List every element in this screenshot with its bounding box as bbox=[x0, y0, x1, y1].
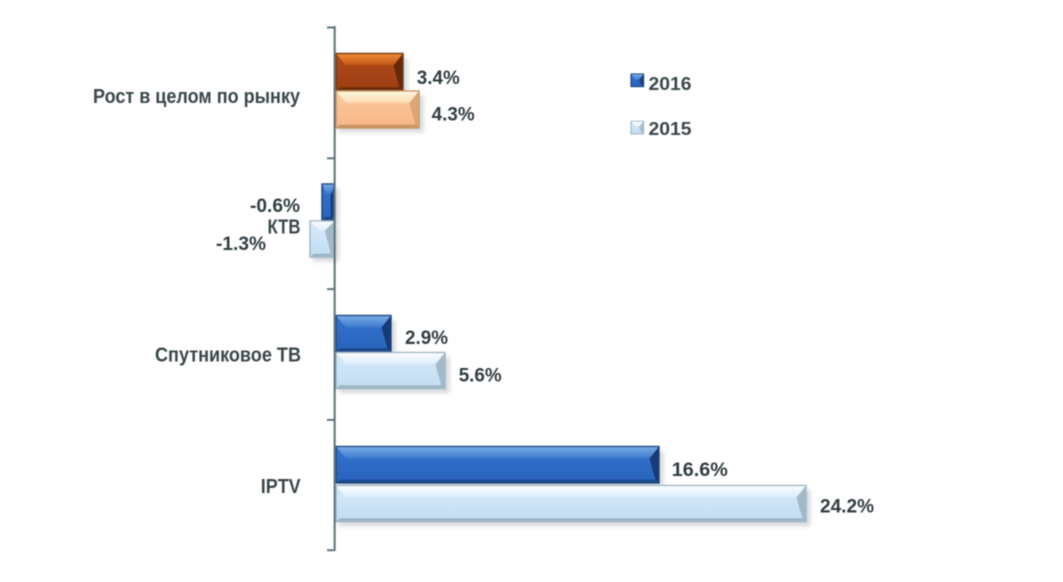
svg-text:24.2%: 24.2% bbox=[820, 496, 874, 517]
svg-text:3.4%: 3.4% bbox=[417, 68, 460, 89]
svg-text:2016: 2016 bbox=[649, 74, 692, 94]
svg-text:16.6%: 16.6% bbox=[672, 460, 728, 481]
svg-text:-1.3%: -1.3% bbox=[216, 234, 266, 255]
svg-text:IPTV: IPTV bbox=[261, 476, 302, 498]
svg-text:Спутниковое ТВ: Спутниковое ТВ bbox=[155, 344, 301, 366]
svg-text:2.9%: 2.9% bbox=[405, 328, 448, 349]
svg-text:Рост в целом по рынку: Рост в целом по рынку bbox=[93, 86, 301, 108]
svg-text:-0.6%: -0.6% bbox=[250, 196, 300, 217]
svg-text:4.3%: 4.3% bbox=[432, 105, 475, 126]
svg-text:2015: 2015 bbox=[649, 119, 692, 139]
svg-text:КТВ: КТВ bbox=[268, 216, 301, 238]
svg-text:5.6%: 5.6% bbox=[459, 365, 502, 386]
